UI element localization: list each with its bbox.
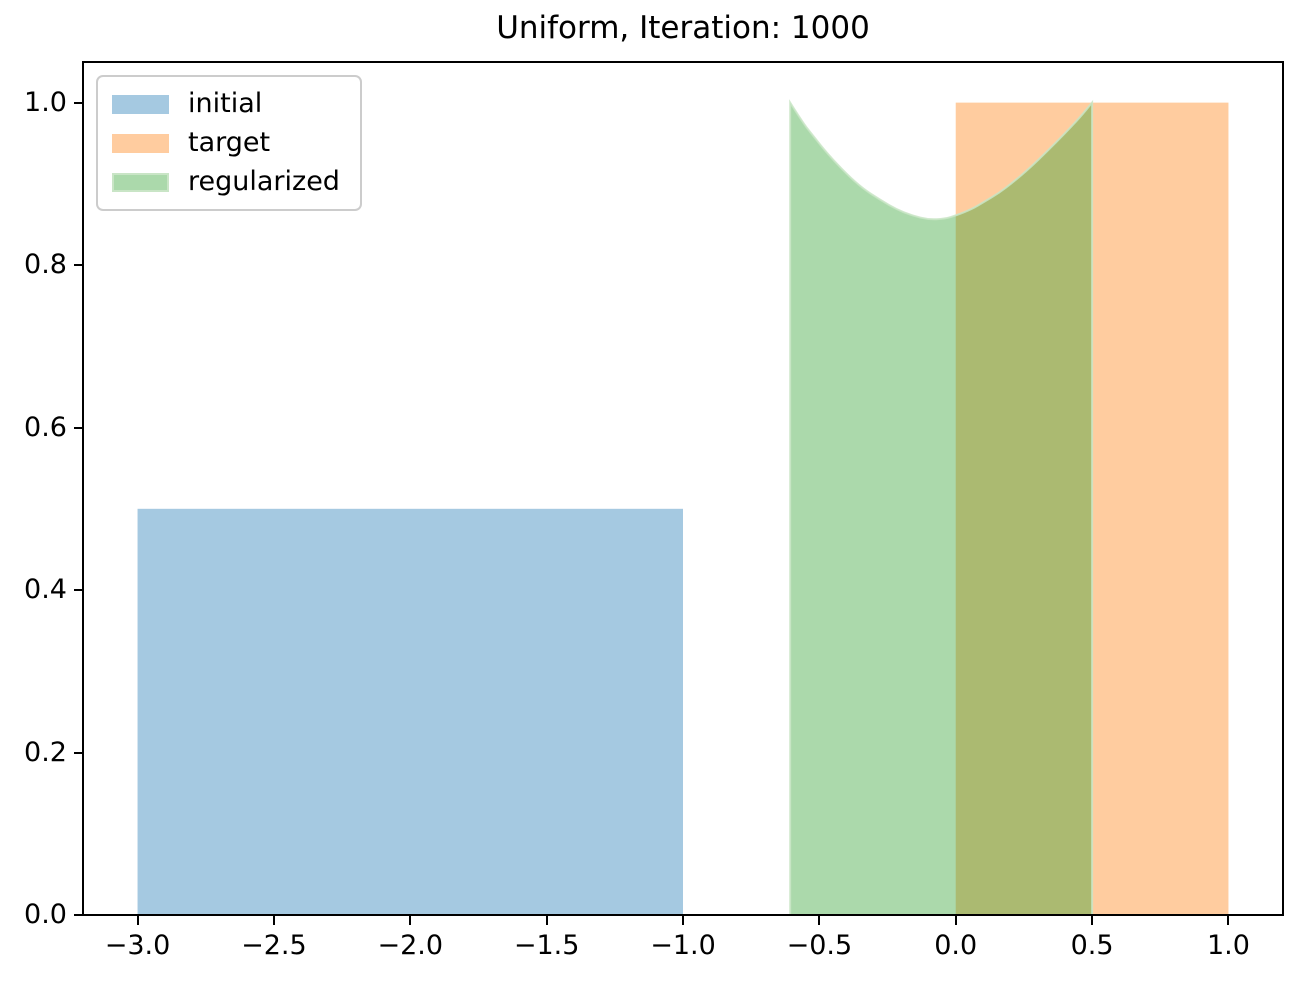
- x-tick-label: −1.5: [513, 930, 580, 961]
- legend-swatch-target: [112, 133, 169, 153]
- chart-title: Uniform, Iteration: 1000: [496, 10, 870, 46]
- y-tick-label: 1.0: [24, 86, 67, 118]
- y-tick-mark: [74, 426, 83, 429]
- x-tick-label: −1.0: [650, 930, 716, 961]
- y-tick-label: 0.0: [24, 899, 67, 930]
- y-tick-mark: [74, 264, 83, 267]
- legend-item-target: target: [112, 128, 340, 158]
- legend-label-initial: initial: [188, 88, 263, 119]
- series-regularized: [789, 99, 1094, 916]
- x-tick-mark: [1227, 916, 1230, 925]
- legend-item-regularized: regularized: [112, 167, 340, 197]
- legend-swatch-initial: [112, 94, 169, 114]
- y-tick-label: 0.6: [24, 411, 67, 443]
- y-tick-mark: [74, 101, 83, 104]
- x-tick-mark: [1091, 916, 1094, 925]
- y-tick-label: 0.8: [24, 249, 67, 281]
- y-tick-mark: [74, 914, 83, 916]
- y-tick-mark: [74, 589, 83, 592]
- legend: initial target regularized: [96, 75, 362, 211]
- plot-area: initial target regularized: [82, 61, 1284, 916]
- x-tick-label: −2.5: [241, 930, 307, 961]
- x-tick-label: 0.0: [934, 930, 978, 961]
- legend-item-initial: initial: [112, 89, 340, 119]
- x-tick-mark: [818, 916, 821, 925]
- legend-label-target: target: [188, 127, 271, 158]
- x-tick-mark: [136, 916, 139, 925]
- x-tick-label: 0.5: [1070, 930, 1114, 961]
- legend-swatch-regularized: [112, 172, 169, 192]
- x-tick-label: 1.0: [1206, 930, 1250, 961]
- x-tick-label: −0.5: [786, 930, 853, 961]
- x-tick-mark: [409, 916, 412, 925]
- plot-canvas: [82, 61, 1284, 916]
- y-tick-label: 0.2: [24, 736, 67, 768]
- legend-label-regularized: regularized: [188, 166, 340, 197]
- x-tick-mark: [954, 916, 957, 925]
- x-tick-label: −2.0: [377, 930, 444, 961]
- axes-spines: [82, 61, 1284, 916]
- series-initial: [137, 508, 683, 915]
- y-tick-label: 0.4: [24, 574, 67, 606]
- x-tick-mark: [545, 916, 548, 925]
- x-tick-mark: [682, 916, 684, 925]
- y-tick-mark: [74, 751, 83, 754]
- x-tick-label: −3.0: [104, 930, 171, 961]
- x-tick-mark: [272, 916, 275, 925]
